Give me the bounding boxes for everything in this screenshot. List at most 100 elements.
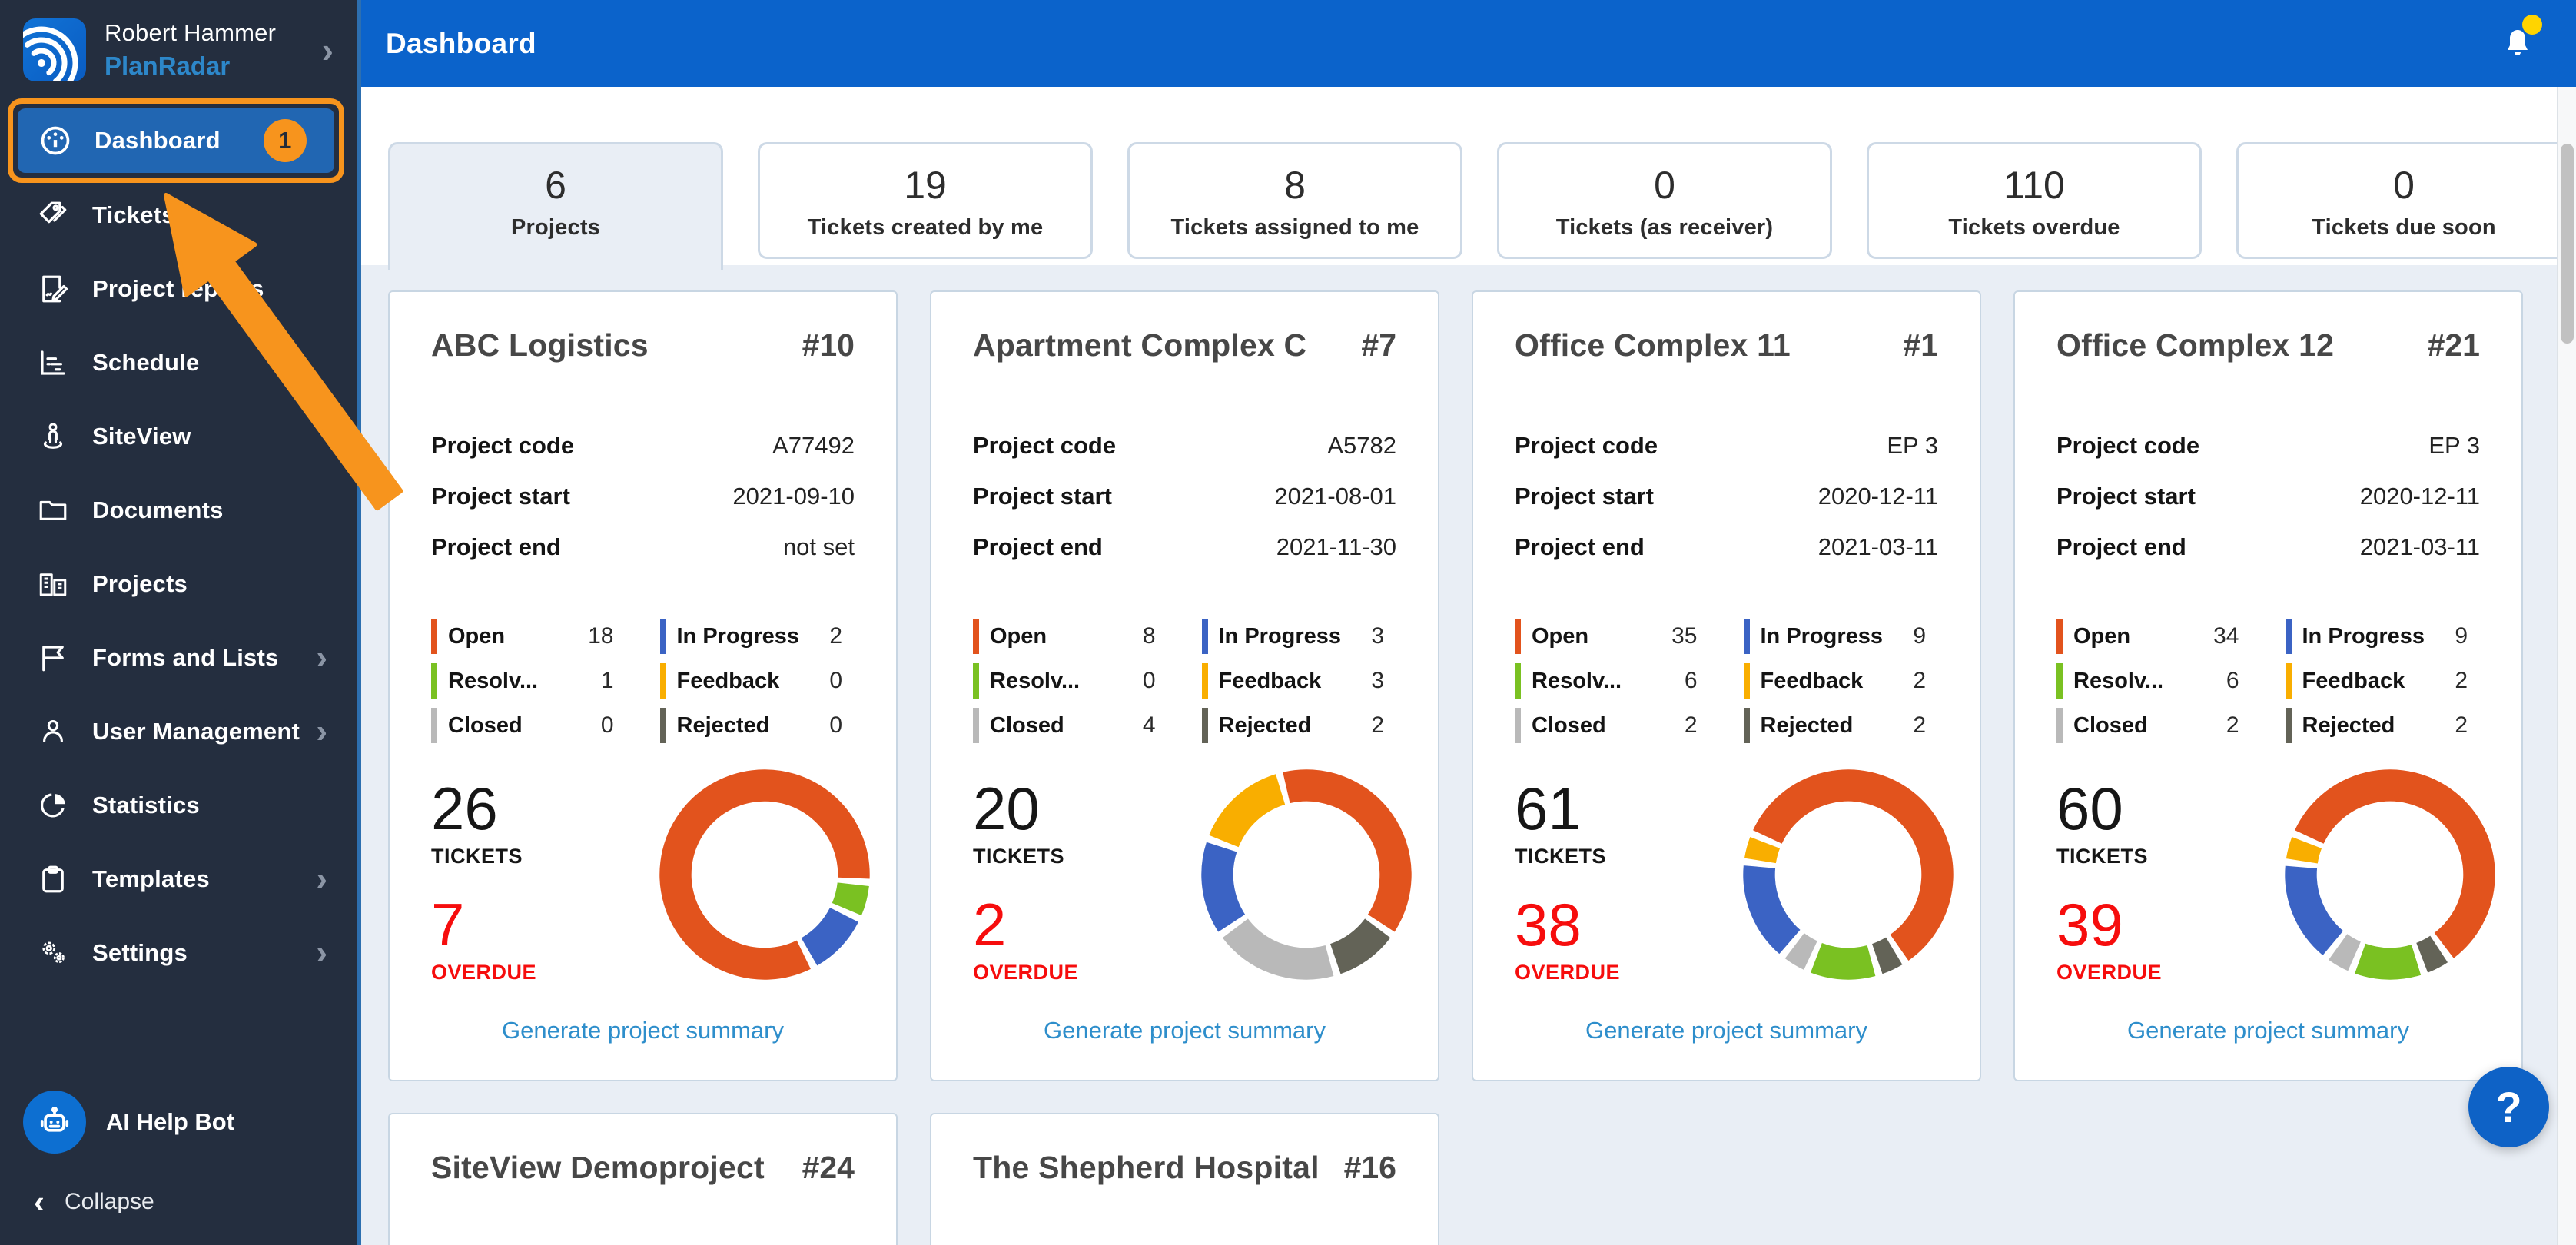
report-icon: [35, 271, 71, 307]
project-card-the-shepherd-hospital[interactable]: The Shepherd Hospital #16 Project codeVH…: [930, 1113, 1439, 1245]
project-card-office-complex-12[interactable]: Office Complex 12 #21 Project code EP 3 P…: [2013, 290, 2523, 1081]
sidebar-item-siteview[interactable]: SiteView: [0, 400, 357, 473]
account-name: PlanRadar: [105, 51, 231, 80]
sidebar-item-settings[interactable]: Settings ›: [0, 916, 357, 990]
project-title: Apartment Complex C: [973, 327, 1307, 363]
project-card-siteview-demoproject[interactable]: SiteView Demoproject #24 Project codenot…: [388, 1113, 898, 1245]
summary-tabs: 6 Projects 19 Tickets created by me 8 Ti…: [388, 142, 2571, 270]
project-title: SiteView Demoproject: [431, 1150, 765, 1185]
tab-tickets-as-receiver[interactable]: 0 Tickets (as receiver): [1497, 142, 1832, 259]
sidebar-item-project-reports[interactable]: Project reports: [0, 252, 357, 326]
chevron-right-icon: ›: [316, 712, 327, 750]
sidebar: Robert Hammer PlanRadar › Dashboard 1: [0, 0, 403, 1245]
tab-tickets-due-soon[interactable]: 0 Tickets due soon: [2236, 142, 2571, 259]
generate-project-summary-link[interactable]: Generate project summary: [2127, 1017, 2409, 1044]
flag-icon: [35, 640, 71, 676]
pie-chart-icon: [35, 788, 71, 823]
ticket-stats: 20 TICKETS 2 OVERDUE: [973, 775, 1079, 984]
chevron-right-icon: ›: [316, 639, 327, 676]
project-cards-row-2: SiteView Demoproject #24 Project codenot…: [388, 1113, 1439, 1245]
gantt-icon: [35, 345, 71, 380]
ticket-stats: 61 TICKETS 38 OVERDUE: [1515, 775, 1621, 984]
collapse-sidebar-button[interactable]: ‹ Collapse: [34, 1184, 154, 1220]
status-legend: Open 34 Resolv... 6 Closed 2 In Progress 9 F…: [2056, 614, 2480, 748]
sidebar-item-projects[interactable]: Projects: [0, 547, 357, 621]
chevron-right-icon: ›: [321, 30, 334, 70]
sidebar-item-forms-and-lists[interactable]: Forms and Lists ›: [0, 621, 357, 695]
tab-projects[interactable]: 6 Projects: [388, 142, 723, 270]
generate-project-summary-link[interactable]: Generate project summary: [502, 1017, 784, 1044]
project-card-apartment-complex-c[interactable]: Apartment Complex C #7 Project code A5782…: [930, 290, 1439, 1081]
project-number: #24: [802, 1150, 855, 1185]
main-content: 6 Projects 19 Tickets created by me 8 Ti…: [361, 87, 2576, 1245]
folder-icon: [35, 493, 71, 528]
ticket-status-donut-chart: [1201, 769, 1412, 980]
project-title: Office Complex 11: [1515, 327, 1791, 363]
user-icon: [35, 714, 71, 749]
overdue-count: 38: [1515, 891, 1582, 958]
notifications-bell-icon[interactable]: [2499, 14, 2542, 64]
tab-tickets-overdue[interactable]: 110 Tickets overdue: [1867, 142, 2202, 259]
project-number: #1: [1903, 327, 1938, 363]
robot-icon: [23, 1091, 86, 1154]
sidebar-item-statistics[interactable]: Statistics: [0, 769, 357, 842]
overdue-count: 2: [973, 891, 1007, 958]
tab-tickets-assigned-to-me[interactable]: 8 Tickets assigned to me: [1127, 142, 1462, 259]
user-name: Robert Hammer: [105, 19, 277, 46]
street-view-icon: [35, 419, 71, 454]
generate-project-summary-link[interactable]: Generate project summary: [1044, 1017, 1326, 1044]
sidebar-item-label: Dashboard: [95, 127, 221, 154]
overdue-count: 39: [2056, 891, 2123, 958]
sidebar-item-schedule[interactable]: Schedule: [0, 326, 357, 400]
annotation-step-badge: 1: [263, 119, 307, 162]
project-title: Office Complex 12: [2056, 327, 2335, 363]
project-number: #10: [802, 327, 855, 363]
tickets-count: 26: [431, 775, 498, 842]
project-cards-row: ABC Logistics #10 Project code A77492 Pro…: [388, 290, 2523, 1081]
sidebar-menu: Tickets Project reports Schedule: [0, 178, 357, 990]
project-number: #16: [1343, 1150, 1396, 1185]
tickets-count: 60: [2056, 775, 2123, 842]
ai-help-bot-button[interactable]: AI Help Bot: [0, 1085, 357, 1159]
sidebar-item-documents[interactable]: Documents: [0, 473, 357, 547]
sidebar-item-templates[interactable]: Templates ›: [0, 842, 357, 916]
chevron-right-icon: ›: [316, 860, 327, 898]
buildings-icon: [35, 566, 71, 602]
project-number: #21: [2427, 327, 2480, 363]
ticket-status-donut-chart: [2285, 769, 2495, 980]
page-title: Dashboard: [386, 27, 536, 59]
ticket-stats: 60 TICKETS 39 OVERDUE: [2056, 775, 2163, 984]
sidebar-item-user-management[interactable]: User Management ›: [0, 695, 357, 769]
project-card-abc-logistics[interactable]: ABC Logistics #10 Project code A77492 Pro…: [388, 290, 898, 1081]
dashboard-highlight-annotation: Dashboard 1: [8, 98, 344, 183]
status-legend: Open 8 Resolv... 0 Closed 4 In Progress 3 Fe…: [973, 614, 1396, 748]
gears-icon: [35, 935, 71, 971]
tickets-count: 20: [973, 775, 1040, 842]
clipboard-icon: [35, 862, 71, 897]
status-legend: Open 18 Resolv... 1 Closed 0 In Progress 2 F…: [431, 614, 855, 748]
chevron-right-icon: ›: [316, 934, 327, 971]
sidebar-item-dashboard[interactable]: Dashboard 1: [18, 108, 334, 173]
generate-project-summary-link[interactable]: Generate project summary: [1585, 1017, 1867, 1044]
scrollbar-track[interactable]: [2557, 87, 2576, 1245]
status-legend: Open 35 Resolv... 6 Closed 2 In Progress 9 F…: [1515, 614, 1938, 748]
project-number: #7: [1361, 327, 1396, 363]
planradar-logo-icon: [23, 18, 86, 81]
help-button[interactable]: ?: [2468, 1067, 2549, 1147]
scrollbar-thumb[interactable]: [2561, 144, 2574, 344]
tab-tickets-created-by-me[interactable]: 19 Tickets created by me: [758, 142, 1093, 259]
topbar: Dashboard: [361, 0, 2576, 87]
ticket-status-donut-chart: [659, 769, 870, 980]
ticket-stats: 26 TICKETS 7 OVERDUE: [431, 775, 537, 984]
project-title: ABC Logistics: [431, 327, 649, 363]
dashboard-icon: [38, 123, 73, 158]
ticket-status-donut-chart: [1743, 769, 1954, 980]
sidebar-item-tickets[interactable]: Tickets: [0, 178, 357, 252]
project-card-office-complex-11[interactable]: Office Complex 11 #1 Project code EP 3 Pr…: [1472, 290, 1981, 1081]
notification-dot: [2522, 14, 2542, 35]
project-title: The Shepherd Hospital: [973, 1150, 1320, 1185]
tickets-count: 61: [1515, 775, 1582, 842]
account-switcher[interactable]: Robert Hammer PlanRadar ›: [23, 18, 341, 81]
tag-icon: [35, 198, 71, 233]
chevron-left-icon: ‹: [34, 1184, 45, 1220]
